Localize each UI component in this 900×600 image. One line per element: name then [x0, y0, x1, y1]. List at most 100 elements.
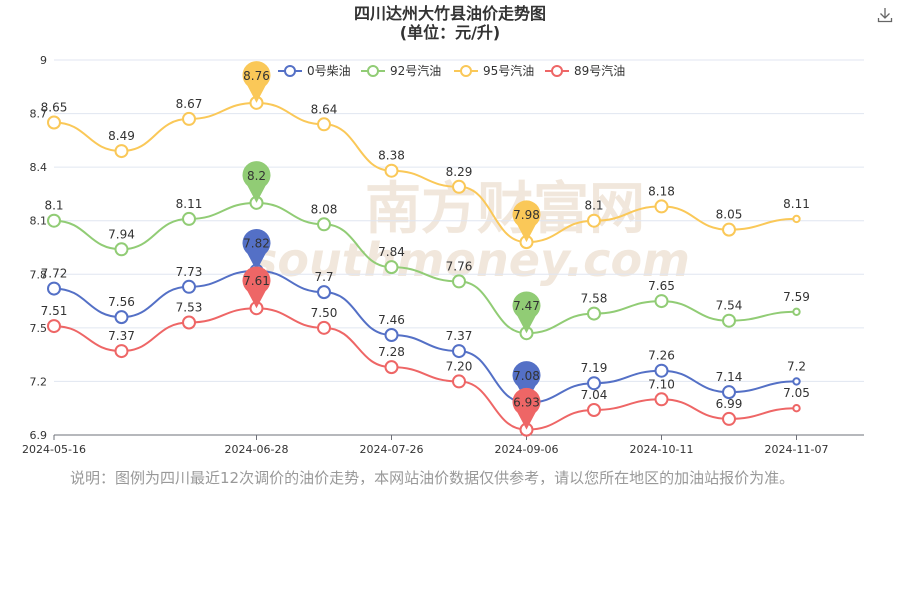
legend: 0号柴油 92号汽油 95号汽油 89号汽油 [278, 63, 625, 78]
x-tick-label: 2024-05-16 [22, 443, 86, 456]
data-label: 7.53 [176, 301, 203, 315]
download-icon[interactable] [877, 7, 893, 27]
data-label: 8.11 [176, 197, 203, 211]
data-label: 7.84 [378, 245, 405, 259]
pin-min-3 [512, 387, 541, 430]
data-label: 7.59 [783, 290, 810, 304]
data-label: 7.10 [648, 377, 675, 391]
data-point [384, 360, 399, 375]
y-tick-label: 9 [40, 54, 47, 67]
data-point [182, 279, 196, 294]
data-label: 8.49 [108, 129, 135, 143]
data-point [114, 242, 129, 257]
data-label: 7.54 [716, 299, 743, 313]
data-label: 8.67 [176, 97, 203, 111]
data-label: 7.20 [446, 359, 473, 373]
data-label: 7.56 [108, 295, 135, 309]
data-label: 8.05 [716, 208, 743, 222]
data-label: 7.26 [648, 349, 675, 363]
data-point [317, 217, 331, 232]
data-point [384, 328, 399, 342]
data-point [452, 274, 466, 289]
y-tick-label: 6.9 [30, 429, 48, 442]
data-point [654, 199, 669, 214]
y-tick-label: 8.1 [30, 215, 48, 228]
data-label: 7.28 [378, 345, 405, 359]
chart-subtitle: (单位：元/升) [399, 23, 501, 42]
data-label: 8.29 [446, 165, 473, 179]
data-point [722, 313, 736, 328]
labels-layer: 7.72 7.56 7.73 7.7 7.46 7.37 7.19 7.26 7.14 7.2 8.… [41, 97, 810, 411]
data-point [114, 310, 129, 325]
data-point [792, 214, 801, 224]
pin-min-1 [512, 291, 541, 334]
pin-min-label: 7.47 [513, 299, 540, 313]
footnote: 说明：图例为四川最近12次调价的油价走势，本网站油价数据仅供参考，请以您所在地区… [70, 469, 795, 487]
pin-max-2 [242, 61, 271, 103]
data-point [317, 117, 331, 132]
data-point [47, 213, 61, 228]
data-label: 8.64 [311, 102, 338, 116]
x-axis: 2024-05-16 2024-06-28 2024-07-26 2024-09-06… [22, 434, 864, 456]
legend-label: 0号柴油 [307, 64, 351, 78]
series-line-0 [53, 269, 797, 404]
pin-min-0 [512, 361, 541, 403]
y-tick-label: 7.8 [30, 268, 48, 281]
data-label: 7.04 [581, 388, 608, 402]
data-point [47, 319, 61, 334]
y-tick-label: 8.4 [30, 161, 48, 174]
data-point [587, 403, 601, 417]
x-tick-label: 2024-09-06 [495, 443, 559, 456]
data-point [114, 344, 129, 359]
data-label: 7.14 [716, 370, 743, 384]
data-point [317, 320, 331, 335]
data-point [654, 363, 669, 378]
data-label: 7.76 [446, 259, 473, 273]
y-tick-label: 8.7 [30, 108, 48, 121]
pin-max-label: 7.82 [243, 237, 270, 251]
chart-svg: 南方财富网 southmoney.com 6.9 7.2 7.5 7.8 8.1 8.4 8… [22, 54, 864, 456]
data-point [114, 144, 129, 159]
pin-min-label: 7.98 [513, 208, 540, 222]
pin-max-0 [242, 228, 271, 271]
data-label: 8.18 [648, 184, 675, 198]
x-tick-label: 2024-10-11 [630, 443, 694, 456]
pin-min-label: 6.93 [513, 396, 540, 410]
data-point [182, 315, 196, 330]
data-label: 7.2 [787, 359, 806, 373]
data-label: 7.46 [378, 313, 405, 327]
data-point [47, 115, 61, 130]
x-tick-label: 2024-06-28 [225, 443, 289, 456]
pin-max-3 [242, 266, 271, 309]
legend-label: 95号汽油 [483, 63, 534, 78]
y-tick-label: 7.5 [30, 322, 48, 335]
data-point [722, 222, 736, 237]
data-point [317, 285, 331, 300]
data-label: 7.51 [41, 304, 68, 318]
data-point [452, 344, 466, 359]
data-label: 8.65 [41, 101, 68, 115]
data-label: 7.65 [648, 279, 675, 293]
data-point [792, 404, 801, 413]
legend-label: 89号汽油 [574, 63, 625, 78]
data-label: 8.08 [311, 202, 338, 216]
watermark: 南方财富网 southmoney.com [250, 177, 690, 287]
data-point [792, 307, 801, 316]
data-point [452, 374, 466, 389]
data-point [587, 306, 601, 321]
x-tick-label: 2024-11-07 [765, 443, 829, 456]
data-label: 7.50 [311, 306, 338, 320]
data-point [384, 163, 399, 178]
pin-min-2 [512, 200, 541, 243]
data-label: 7.58 [581, 292, 608, 306]
data-label: 7.37 [446, 329, 473, 343]
data-point [384, 260, 399, 275]
data-label: 7.72 [41, 267, 68, 281]
data-point [654, 294, 669, 309]
data-point [722, 411, 736, 426]
data-label: 8.1 [584, 199, 603, 213]
data-point [182, 211, 196, 226]
series-line-3 [53, 307, 797, 431]
data-point [182, 111, 196, 126]
legend-marker-3 [551, 65, 563, 77]
